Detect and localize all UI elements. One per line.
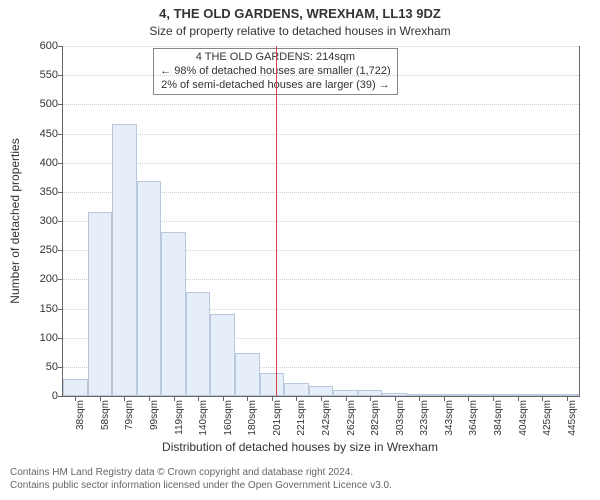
xtick-label: 99sqm bbox=[149, 400, 160, 430]
ytick-mark bbox=[58, 163, 63, 164]
gridline-h bbox=[63, 134, 579, 135]
x-axis-label: Distribution of detached houses by size … bbox=[0, 440, 600, 454]
ytick-mark bbox=[58, 250, 63, 251]
histogram-bar bbox=[88, 212, 113, 396]
histogram-bar bbox=[161, 232, 186, 397]
ytick-label: 450 bbox=[40, 128, 58, 140]
ytick-label: 200 bbox=[40, 273, 58, 285]
ytick-mark bbox=[58, 46, 63, 47]
xtick-label: 140sqm bbox=[198, 400, 209, 436]
xtick-label: 323sqm bbox=[419, 400, 430, 436]
xtick-label: 343sqm bbox=[444, 400, 455, 436]
xtick-label: 364sqm bbox=[468, 400, 479, 436]
plot-area: 4 THE OLD GARDENS: 214sqm ← 98% of detac… bbox=[62, 46, 580, 397]
xtick-label: 180sqm bbox=[247, 400, 258, 436]
ytick-mark bbox=[58, 309, 63, 310]
histogram-bar bbox=[260, 373, 285, 396]
y-axis-label: Number of detached properties bbox=[8, 138, 22, 303]
xtick-label: 160sqm bbox=[223, 400, 234, 436]
xtick-label: 38sqm bbox=[75, 400, 86, 430]
ytick-label: 350 bbox=[40, 186, 58, 198]
gridline-h bbox=[63, 163, 579, 164]
xtick-label: 445sqm bbox=[567, 400, 578, 436]
histogram-bar bbox=[309, 386, 334, 397]
ytick-label: 50 bbox=[46, 361, 58, 373]
gridline-h bbox=[63, 104, 579, 105]
histogram-bar bbox=[235, 353, 260, 396]
ytick-label: 500 bbox=[40, 98, 58, 110]
marker-line bbox=[276, 46, 277, 396]
ytick-label: 550 bbox=[40, 69, 58, 81]
xtick-label: 242sqm bbox=[321, 400, 332, 436]
histogram-bar bbox=[63, 379, 88, 397]
xtick-label: 119sqm bbox=[174, 400, 185, 435]
ytick-label: 150 bbox=[40, 303, 58, 315]
ytick-label: 600 bbox=[40, 40, 58, 52]
ytick-mark bbox=[58, 192, 63, 193]
xtick-label: 221sqm bbox=[296, 400, 307, 436]
histogram-bar bbox=[112, 124, 137, 396]
ytick-mark bbox=[58, 338, 63, 339]
chart-container: 4, THE OLD GARDENS, WREXHAM, LL13 9DZ Si… bbox=[0, 0, 600, 500]
gridline-h bbox=[63, 46, 579, 47]
xtick-label: 262sqm bbox=[346, 400, 357, 436]
ytick-mark bbox=[58, 396, 63, 397]
ytick-mark bbox=[58, 221, 63, 222]
chart-title-line2: Size of property relative to detached ho… bbox=[0, 24, 600, 38]
histogram-bar bbox=[210, 314, 235, 396]
histogram-bar bbox=[186, 292, 211, 396]
xtick-label: 282sqm bbox=[370, 400, 381, 436]
footer-line2: Contains public sector information licen… bbox=[10, 479, 600, 492]
footer-line1: Contains HM Land Registry data © Crown c… bbox=[10, 466, 600, 479]
xtick-label: 303sqm bbox=[395, 400, 406, 436]
xtick-label: 79sqm bbox=[124, 400, 135, 430]
xtick-label: 425sqm bbox=[542, 400, 553, 436]
histogram-bar bbox=[137, 181, 162, 396]
xtick-label: 404sqm bbox=[518, 400, 529, 436]
ytick-label: 400 bbox=[40, 157, 58, 169]
ytick-mark bbox=[58, 104, 63, 105]
xtick-label: 201sqm bbox=[272, 400, 283, 436]
histogram-bar bbox=[284, 383, 309, 396]
footer: Contains HM Land Registry data © Crown c… bbox=[0, 466, 600, 492]
ytick-mark bbox=[58, 134, 63, 135]
ytick-label: 0 bbox=[52, 390, 58, 402]
xtick-label: 58sqm bbox=[100, 400, 111, 430]
ytick-label: 100 bbox=[40, 332, 58, 344]
ytick-mark bbox=[58, 279, 63, 280]
chart-title-line1: 4, THE OLD GARDENS, WREXHAM, LL13 9DZ bbox=[0, 6, 600, 21]
gridline-h bbox=[63, 75, 579, 76]
ytick-mark bbox=[58, 75, 63, 76]
xtick-label: 384sqm bbox=[493, 400, 504, 436]
ytick-label: 250 bbox=[40, 244, 58, 256]
ytick-label: 300 bbox=[40, 215, 58, 227]
ytick-mark bbox=[58, 367, 63, 368]
